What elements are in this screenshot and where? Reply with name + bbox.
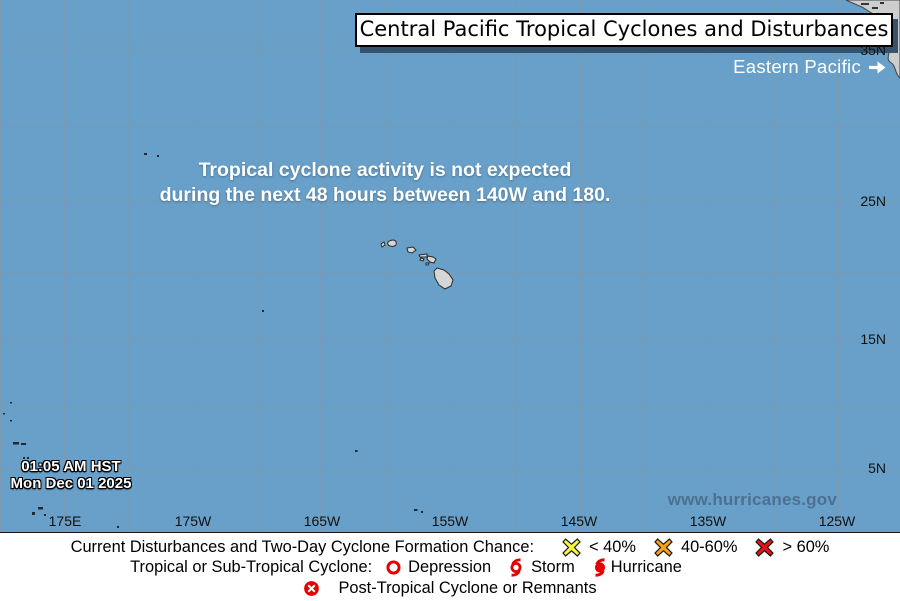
issuance-time: 01:05 AM HST [21,458,121,475]
legend-item-depression: Depression [385,558,491,577]
island-specks [3,153,423,528]
depression-icon [386,560,401,575]
lon-label-125w: 125W [818,513,856,529]
hurricane-label: Hurricane [610,558,682,577]
longitude-gridlines [0,0,839,532]
hawaiian-islands [380,239,454,290]
page-title: Central Pacific Tropical Cyclones and Di… [355,13,893,47]
right-arrow-icon [869,61,886,73]
storm-label: Storm [531,558,575,577]
low-chance-label: < 40% [589,537,636,556]
lon-label-175w: 175W [174,513,212,529]
map-graphics [0,0,900,532]
latitude-gridlines [0,47,900,471]
low-chance-x-icon [562,537,581,557]
medium-chance-x-icon [654,537,673,557]
lon-label-165w: 165W [303,513,341,529]
high-chance-x-icon [755,537,775,557]
eastern-pacific-label: Eastern Pacific [733,56,861,77]
lat-label-15n: 15N [860,331,886,347]
outlook-message-line1: Tropical cyclone activity is not expecte… [198,159,572,181]
cyclone-type-label: Tropical or Sub-Tropical Cyclone: [130,558,373,577]
medium-chance-label: 40-60% [680,537,738,556]
legend-item-low-chance: < 40% [562,538,636,557]
legend-cyclone-row: Tropical or Sub-Tropical Cyclone: Depres… [0,558,812,579]
lon-label-135w: 135W [689,513,727,529]
formation-chance-label: Current Disturbances and Two-Day Cyclone… [70,537,535,556]
legend-item-storm: Storm [507,558,575,577]
map-legend: Current Disturbances and Two-Day Cyclone… [0,534,900,601]
post-tropical-label: Post-Tropical Cyclone or Remnants [338,578,597,597]
hurricanes-gov-watermark: www.hurricanes.gov [667,490,837,509]
outlook-message-line2: during the next 48 hours between 140W an… [159,183,611,206]
tropical-storm-icon [510,558,522,577]
lon-label-155w: 155W [431,513,469,529]
lon-label-145w: 145W [560,513,598,529]
high-chance-label: > 60% [782,537,830,556]
lat-label-25n: 25N [860,193,886,209]
legend-post-tropical-row: Post-Tropical Cyclone or Remnants [0,578,900,599]
legend-formation-row: Current Disturbances and Two-Day Cyclone… [0,537,900,558]
post-tropical-icon [304,580,320,596]
lat-label-35n: 35N [860,42,886,58]
legend-item-hurricane: Hurricane [591,558,682,577]
issuance-date: Mon Dec 01 2025 [10,475,132,492]
outlook-message: Tropical cyclone activity is not expecte… [55,158,715,207]
pacific-outlook-map: Central Pacific Tropical Cyclones and Di… [0,0,900,533]
depression-label: Depression [408,558,492,577]
lon-label-175e: 175E [48,513,82,529]
legend-item-high-chance: > 60% [755,538,829,557]
eastern-pacific-link[interactable]: Eastern Pacific [733,56,886,78]
hurricane-icon [594,558,605,577]
issuance-timestamp: 01:05 AM HST Mon Dec 01 2025 [6,458,136,492]
lat-label-5n: 5N [868,460,886,476]
legend-item-medium-chance: 40-60% [654,537,738,557]
